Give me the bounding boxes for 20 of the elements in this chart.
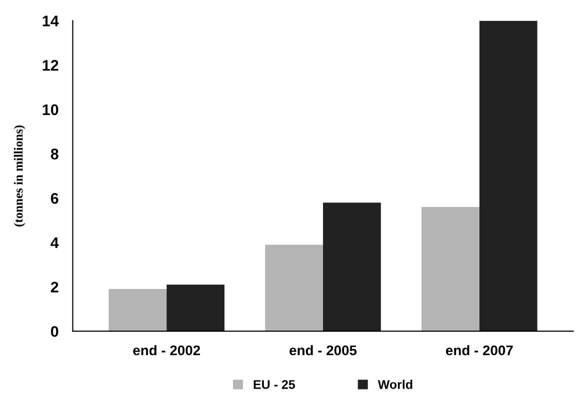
bar bbox=[422, 207, 480, 332]
bar bbox=[108, 289, 167, 332]
bar bbox=[265, 244, 324, 332]
y-tick-label: 2 bbox=[50, 282, 58, 292]
y-tick-label: 4 bbox=[50, 238, 59, 248]
legend-label: World bbox=[378, 380, 412, 389]
y-tick-label: 14 bbox=[42, 16, 59, 26]
bar bbox=[479, 20, 538, 332]
x-tick-label: end - 2005 bbox=[290, 345, 357, 356]
x-tick-label: end - 2007 bbox=[446, 345, 513, 356]
legend-label: EU - 25 bbox=[254, 380, 296, 389]
bar bbox=[166, 284, 224, 332]
y-axis-title: (tonnes in millions) bbox=[14, 125, 26, 226]
bar bbox=[323, 202, 381, 332]
y-tick-label: 8 bbox=[50, 148, 58, 160]
x-tick-label: end - 2002 bbox=[133, 345, 200, 356]
y-tick-label: 0 bbox=[50, 326, 58, 337]
y-tick-label: 12 bbox=[42, 60, 58, 71]
y-tick-label: 6 bbox=[50, 192, 58, 204]
y-tick-label: 10 bbox=[42, 104, 58, 116]
